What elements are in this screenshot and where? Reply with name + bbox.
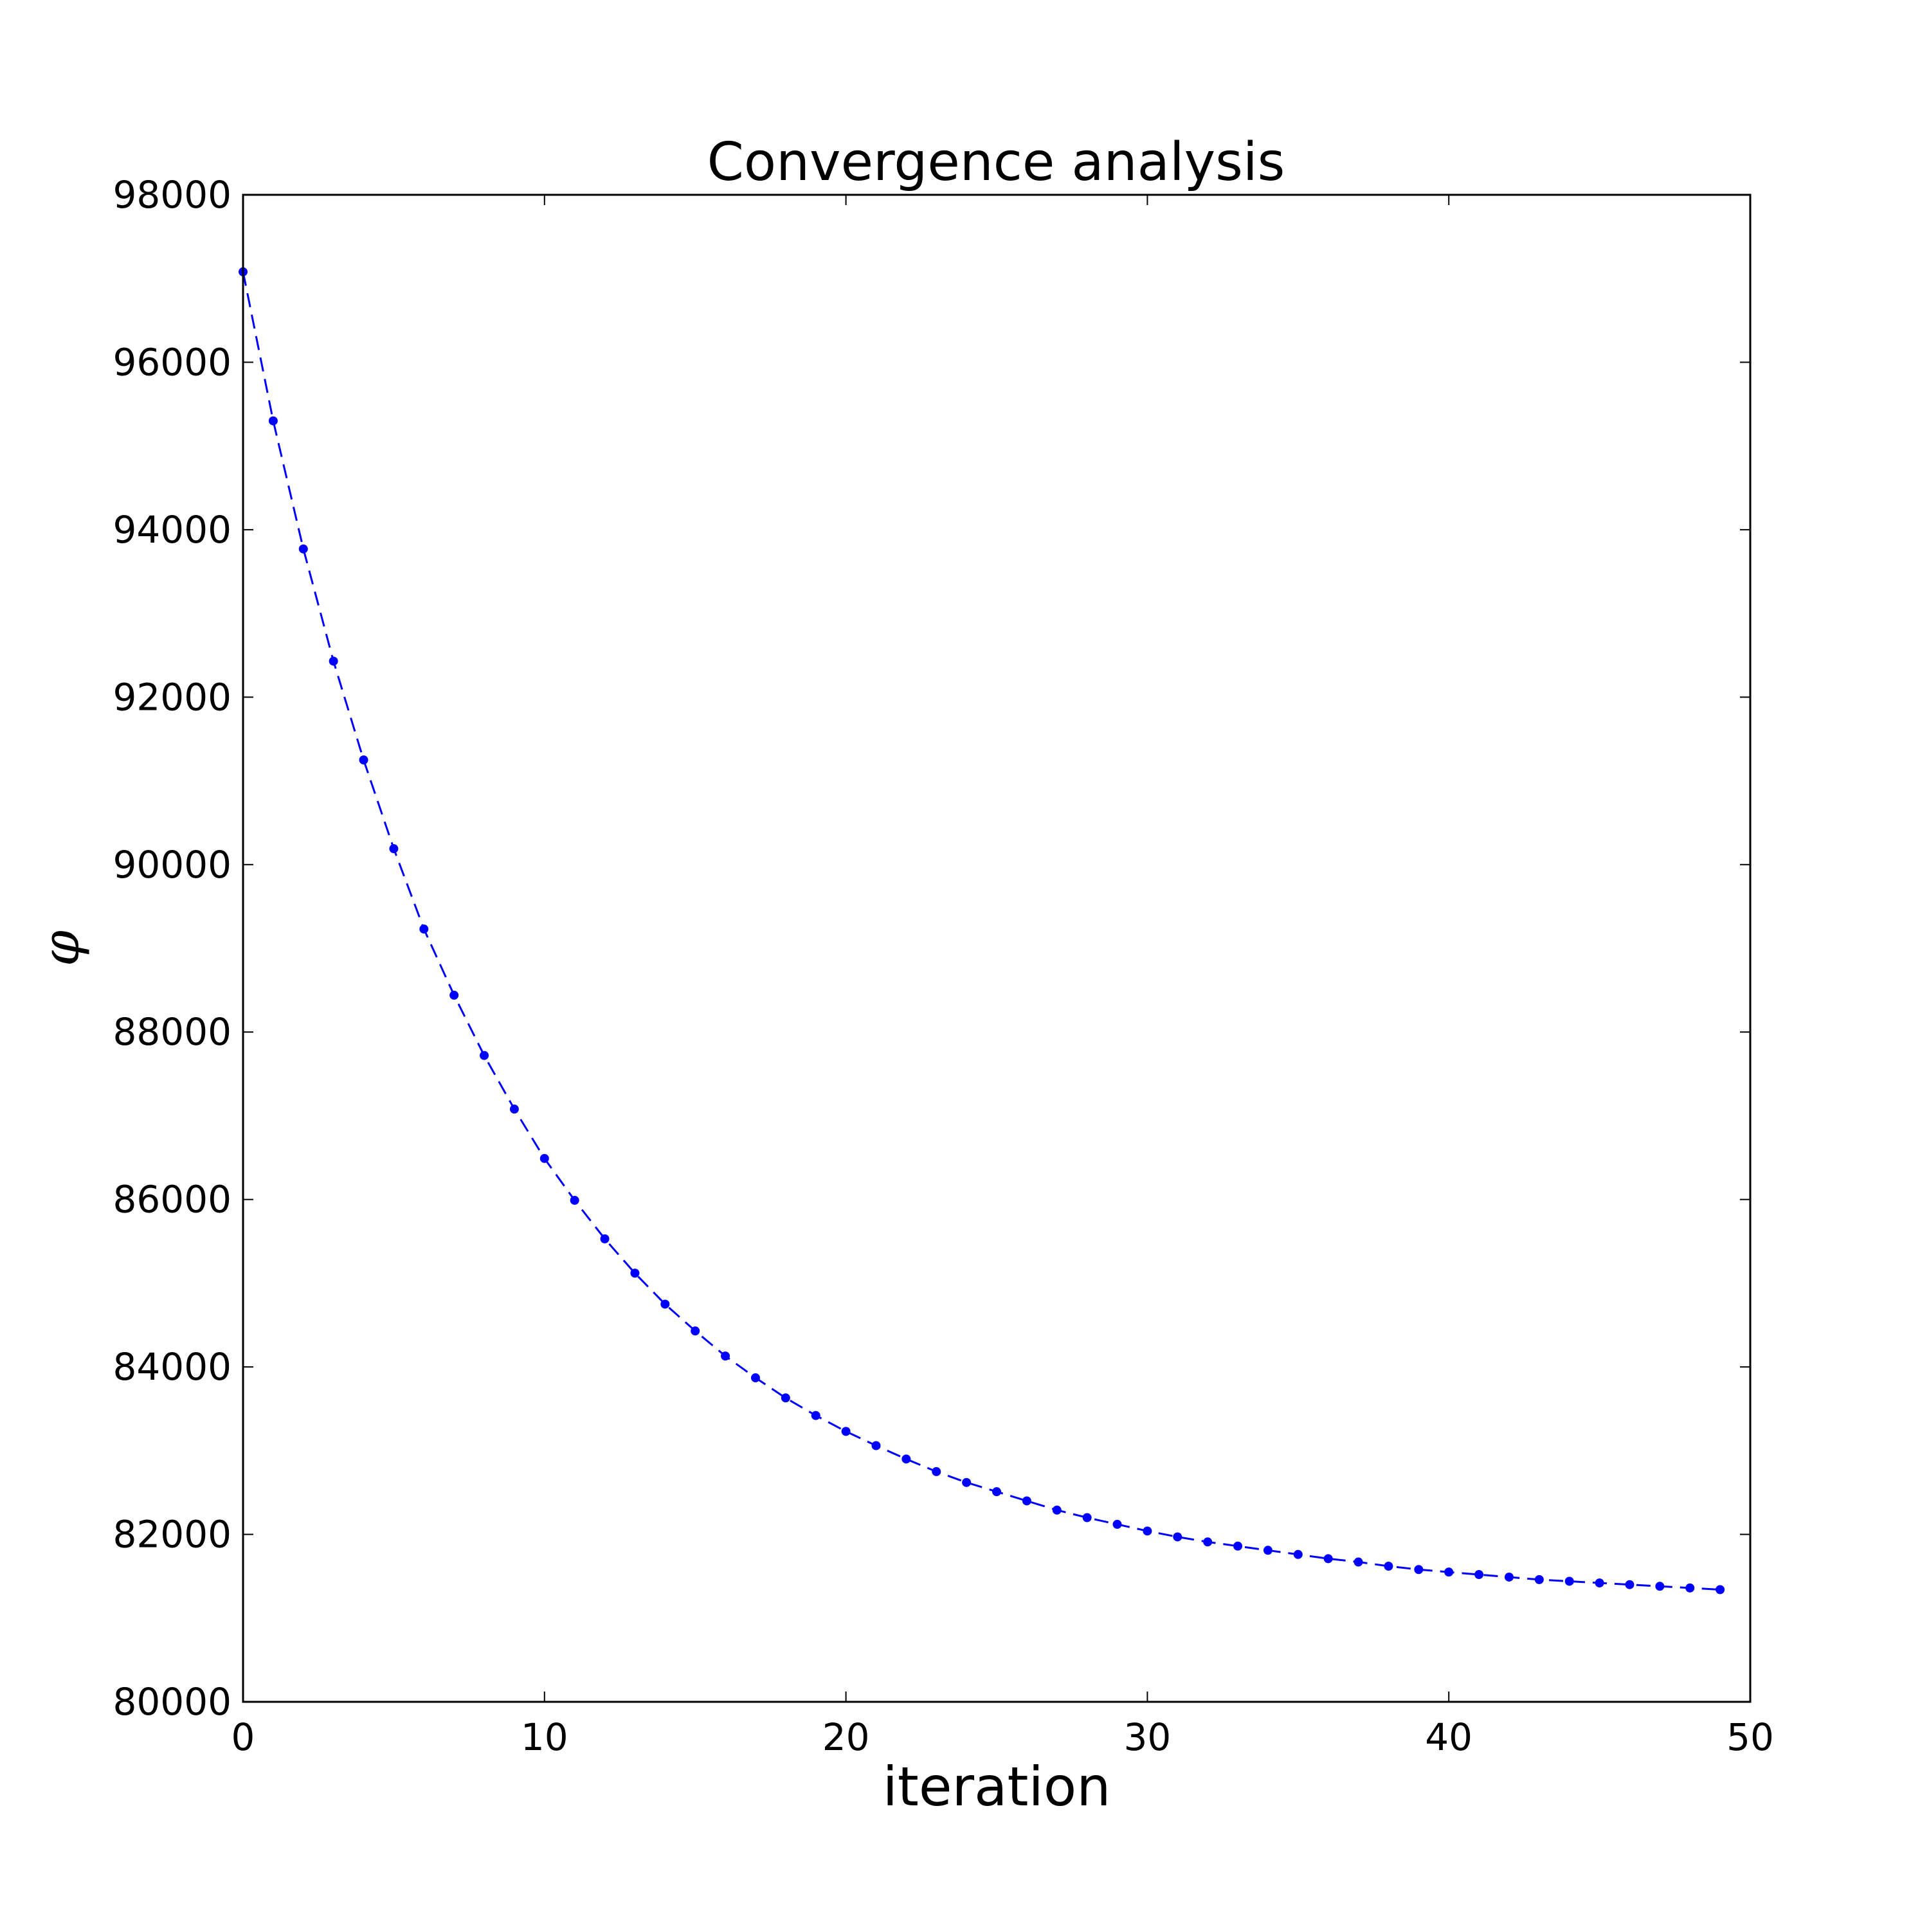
y-tick-label: 80000 (113, 1680, 231, 1724)
data-point (1263, 1546, 1272, 1555)
x-tick-label: 40 (1425, 1715, 1472, 1759)
data-point (570, 1195, 579, 1205)
data-point (1716, 1585, 1725, 1594)
y-tick-label: 82000 (113, 1513, 231, 1557)
y-tick-label: 88000 (113, 1010, 231, 1054)
data-point (268, 416, 278, 426)
data-point (480, 1051, 489, 1060)
plot-content (239, 267, 1725, 1594)
data-point (1233, 1541, 1243, 1551)
x-tick-label: 10 (521, 1715, 568, 1759)
data-point (1173, 1532, 1182, 1542)
data-point (1323, 1554, 1333, 1564)
data-point (1474, 1570, 1484, 1580)
data-point (901, 1454, 911, 1464)
data-point (298, 544, 308, 554)
x-tick-label: 50 (1726, 1715, 1774, 1759)
data-point (721, 1351, 730, 1361)
y-tick-label: 86000 (113, 1178, 231, 1222)
data-point (962, 1477, 972, 1487)
x-tick-label: 20 (822, 1715, 870, 1759)
data-point (1082, 1513, 1092, 1522)
plot-frame (242, 194, 1752, 1703)
data-point (660, 1299, 670, 1309)
y-tick-label: 90000 (113, 843, 231, 887)
data-point (1112, 1519, 1122, 1529)
y-tick-label: 84000 (113, 1345, 231, 1389)
data-point (1444, 1567, 1454, 1577)
series-line (242, 271, 1721, 1591)
y-axis-label: φ (31, 930, 91, 966)
chart-title: Convergence analysis (707, 132, 1285, 193)
data-point (1293, 1549, 1303, 1559)
data-point (1022, 1496, 1031, 1506)
data-point (871, 1441, 881, 1450)
data-point (1143, 1526, 1152, 1536)
data-point (1504, 1572, 1514, 1582)
data-point (509, 1105, 519, 1114)
data-point (750, 1373, 760, 1383)
data-point (781, 1393, 790, 1403)
data-point (811, 1411, 820, 1420)
y-tick-label: 98000 (113, 173, 231, 217)
x-tick-label: 30 (1123, 1715, 1171, 1759)
data-point (389, 844, 399, 854)
data-point (1595, 1578, 1604, 1588)
data-point (1685, 1583, 1695, 1593)
data-point (1414, 1565, 1424, 1575)
data-point (1564, 1576, 1574, 1586)
data-point (992, 1487, 1001, 1497)
data-point (691, 1326, 700, 1336)
data-point (600, 1234, 610, 1243)
data-point (449, 990, 459, 1000)
data-point (1655, 1582, 1665, 1591)
data-point (1354, 1557, 1363, 1567)
y-tick-label: 96000 (113, 340, 231, 384)
data-point (1052, 1505, 1062, 1515)
y-tick-label: 94000 (113, 508, 231, 552)
x-axis-label: iteration (883, 1755, 1111, 1818)
y-tick-label: 92000 (113, 675, 231, 719)
data-point (1625, 1580, 1635, 1589)
data-point (1534, 1575, 1544, 1584)
data-point (419, 925, 429, 934)
x-tick-label: 0 (231, 1715, 255, 1759)
data-point (539, 1153, 549, 1163)
data-point (1203, 1537, 1213, 1547)
data-point (630, 1268, 640, 1278)
ticks-group: 0 10 20 30 40 50 80000 82000 84000 86000 88000 9000… (113, 173, 1773, 1759)
data-point (329, 656, 338, 666)
data-point (841, 1427, 851, 1436)
data-point (932, 1467, 941, 1476)
data-point (359, 755, 368, 764)
data-point (1384, 1562, 1393, 1571)
